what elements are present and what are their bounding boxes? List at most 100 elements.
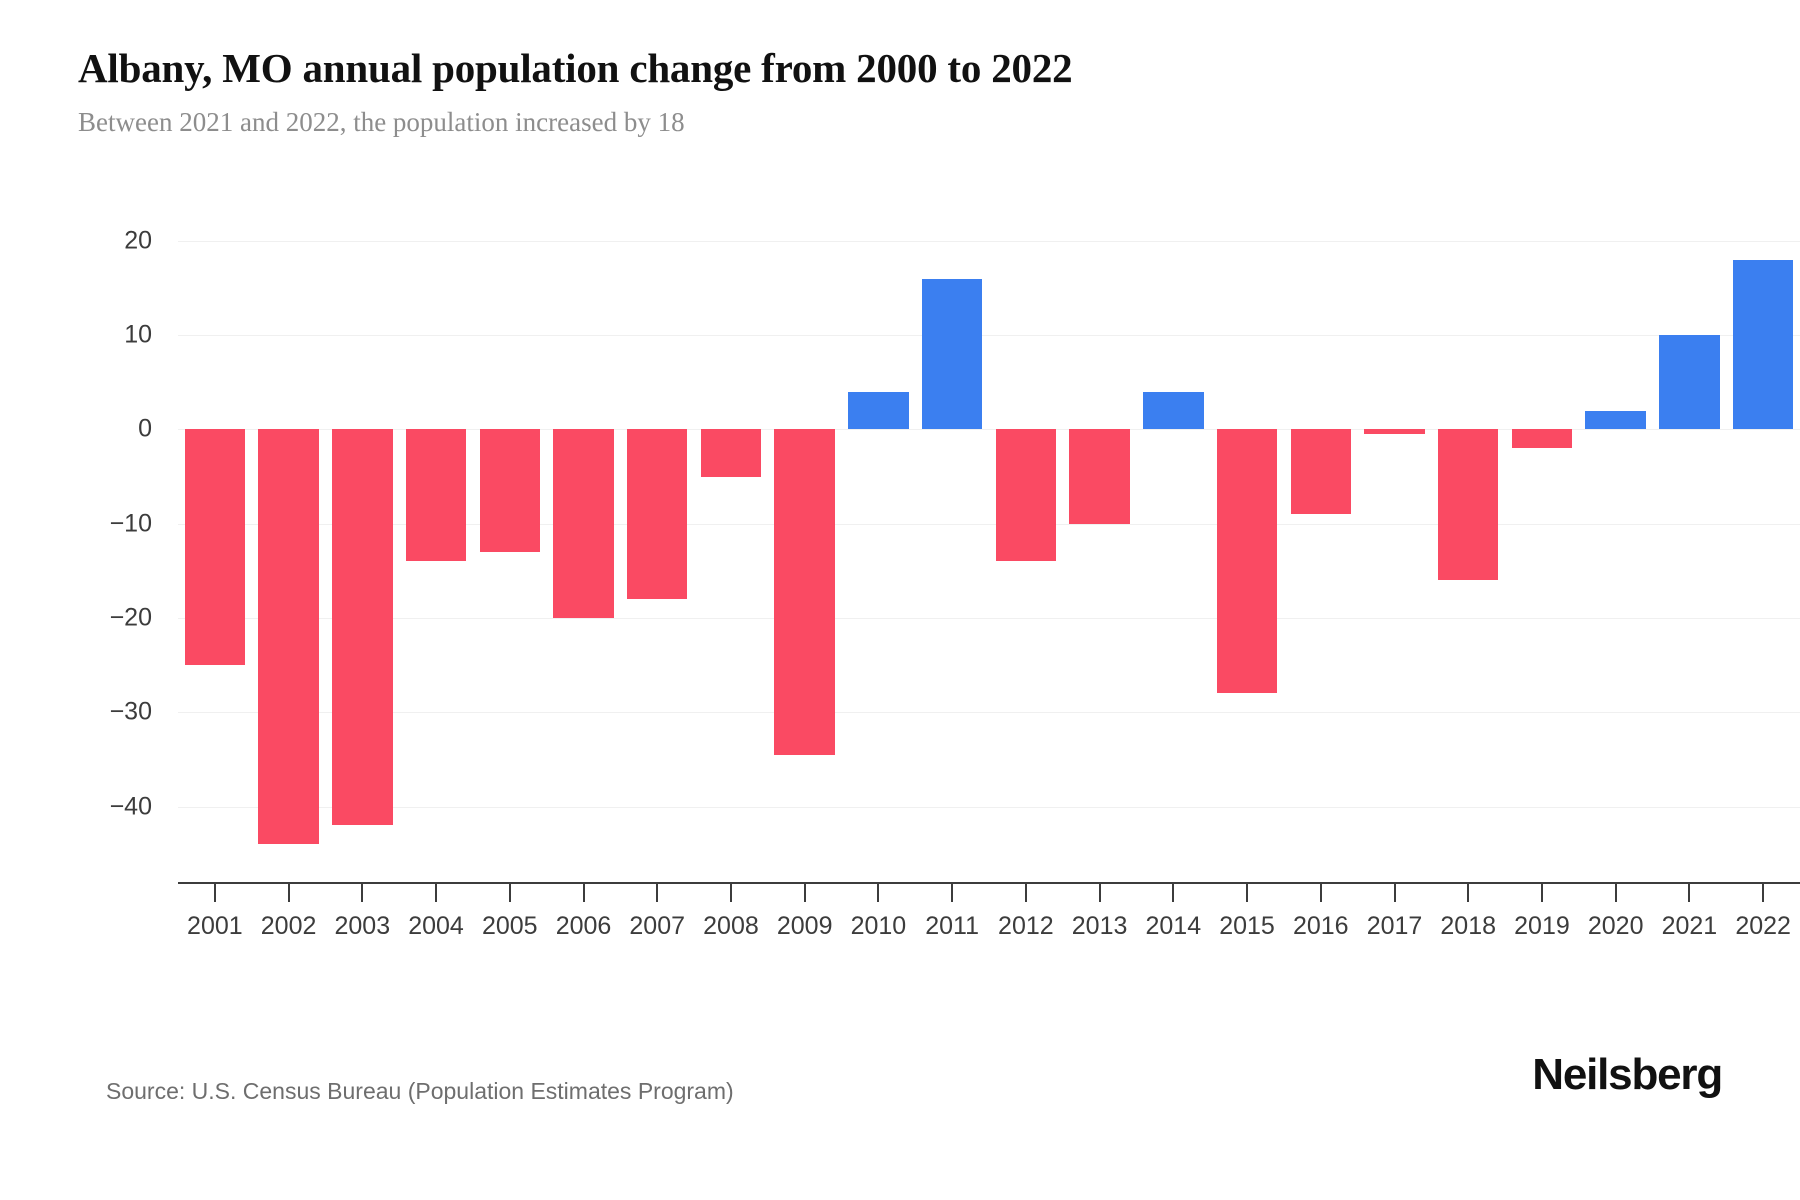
x-axis-tick-mark	[877, 884, 880, 902]
y-axis-tick-label: −10	[109, 509, 152, 538]
bar-2022[interactable]	[1732, 259, 1794, 430]
gridline	[178, 806, 1800, 808]
bar-slot	[620, 222, 694, 882]
bar-2006[interactable]	[553, 429, 614, 618]
x-axis-tick-label: 2011	[925, 912, 980, 940]
y-axis-tick-label: −40	[109, 792, 152, 821]
y-axis-tick-label: −30	[109, 697, 152, 726]
bar-slot	[1505, 222, 1579, 882]
x-axis-tick-label: 2002	[260, 912, 317, 940]
bar-slot	[1358, 222, 1432, 882]
bar-2020[interactable]	[1585, 410, 1646, 430]
x-axis-tick-mark	[435, 884, 438, 902]
x-axis-tick-label: 2001	[187, 912, 243, 940]
x-axis-tick-label: 2018	[1440, 912, 1497, 940]
chart-plot-area: 20 10 0 −10 −20 −30 −40 2001 2002 2003 2004 2005 20…	[0, 222, 1800, 940]
bar-2009[interactable]	[774, 429, 835, 755]
x-axis-tick-label: 2014	[1145, 912, 1202, 940]
x-axis-tick-mark	[1024, 884, 1027, 902]
bar-2016[interactable]	[1290, 429, 1351, 515]
x-axis-tick-mark	[582, 884, 585, 902]
x-axis-tick-label: 2013	[1071, 912, 1128, 940]
x-axis-tick-label: 2009	[776, 912, 833, 940]
x-axis-tick-label: 2005	[481, 912, 538, 940]
bar-slot	[1210, 222, 1284, 882]
x-axis-tick-mark	[1172, 884, 1175, 902]
x-axis-tick-mark	[1614, 884, 1617, 902]
bar-slot	[399, 222, 473, 882]
bar-2004[interactable]	[405, 429, 467, 562]
bar-2014[interactable]	[1143, 391, 1204, 430]
chart-subtitle: Between 2021 and 2022, the population in…	[78, 107, 685, 138]
bar-slot	[325, 222, 399, 882]
x-axis-tick-mark	[1467, 884, 1470, 902]
page-title: Albany, MO annual population change from…	[78, 45, 1073, 91]
bar-series	[178, 222, 1800, 882]
x-axis-tick-label: 2004	[408, 912, 464, 940]
bar-2008[interactable]	[700, 429, 762, 477]
gridline	[178, 618, 1800, 619]
bar-2005[interactable]	[479, 429, 540, 552]
brand-logo: Neilsberg	[1532, 1050, 1723, 1099]
x-axis-tick-mark	[1393, 884, 1396, 902]
bar-slot	[989, 222, 1063, 882]
x-axis-tick-mark	[1688, 884, 1691, 902]
gridline	[178, 335, 1800, 337]
bar-2012[interactable]	[995, 429, 1057, 562]
bar-2003[interactable]	[332, 429, 393, 826]
x-axis-tick-label: 2016	[1292, 912, 1349, 940]
bar-2007[interactable]	[626, 429, 688, 600]
bar-2021[interactable]	[1659, 335, 1720, 430]
x-axis-tick-mark	[287, 884, 290, 902]
bar-slot	[1136, 222, 1210, 882]
x-axis-tick-label: 2021	[1661, 912, 1718, 940]
x-axis-tick-mark	[213, 884, 216, 902]
bar-2017[interactable]	[1364, 429, 1425, 435]
x-axis-line	[178, 882, 1800, 884]
bar-slot	[1579, 222, 1653, 882]
x-axis-tick-mark	[1246, 884, 1249, 902]
x-axis-tick-label: 2017	[1366, 912, 1423, 940]
x-axis-tick-label: 2019	[1514, 912, 1570, 940]
bar-2002[interactable]	[258, 429, 319, 845]
bar-slot	[915, 222, 989, 882]
bar-2001[interactable]	[184, 429, 246, 666]
bar-slot	[768, 222, 842, 882]
x-axis-tick-mark	[361, 884, 364, 902]
bar-2015[interactable]	[1216, 429, 1278, 694]
bar-2010[interactable]	[848, 391, 909, 430]
bar-slot	[1284, 222, 1358, 882]
bar-slot	[1653, 222, 1727, 882]
x-axis-tick-mark	[729, 884, 732, 902]
bar-2013[interactable]	[1069, 429, 1130, 524]
x-axis-tick-mark	[656, 884, 659, 902]
x-axis-tick-label: 2015	[1219, 912, 1275, 940]
y-axis-tick-label: 0	[138, 414, 152, 443]
gridline	[178, 523, 1800, 525]
y-axis: 20 10 0 −10 −20 −30 −40	[0, 222, 178, 882]
y-axis-tick-label: 10	[124, 320, 152, 349]
bar-2019[interactable]	[1511, 429, 1573, 449]
x-axis-tick-label: 2020	[1587, 912, 1644, 940]
x-axis-tick-mark	[1098, 884, 1101, 902]
bar-2018[interactable]	[1437, 429, 1499, 581]
gridlines	[178, 222, 1800, 882]
gridline	[178, 429, 1800, 431]
x-axis-tick-mark	[508, 884, 511, 902]
x-axis-ticks	[178, 884, 1800, 902]
bar-slot	[1431, 222, 1505, 882]
y-axis-tick-label: 20	[124, 226, 152, 255]
chart-header: Albany, MO annual population change from…	[78, 44, 1718, 139]
bar-slot	[694, 222, 768, 882]
bar-slot	[547, 222, 621, 882]
x-axis-tick-mark	[1319, 884, 1322, 902]
x-axis-tick-label: 2010	[850, 912, 907, 940]
gridline	[178, 240, 1800, 242]
source-note: Source: U.S. Census Bureau (Population E…	[106, 1078, 734, 1104]
bar-2011[interactable]	[921, 278, 983, 430]
bar-slot	[1063, 222, 1137, 882]
y-axis-tick-label: −20	[109, 603, 152, 632]
x-axis-tick-mark	[803, 884, 806, 902]
x-axis-labels: 2001 2002 2003 2004 2005 2006 2007 2008 2009 2010…	[178, 912, 1800, 952]
